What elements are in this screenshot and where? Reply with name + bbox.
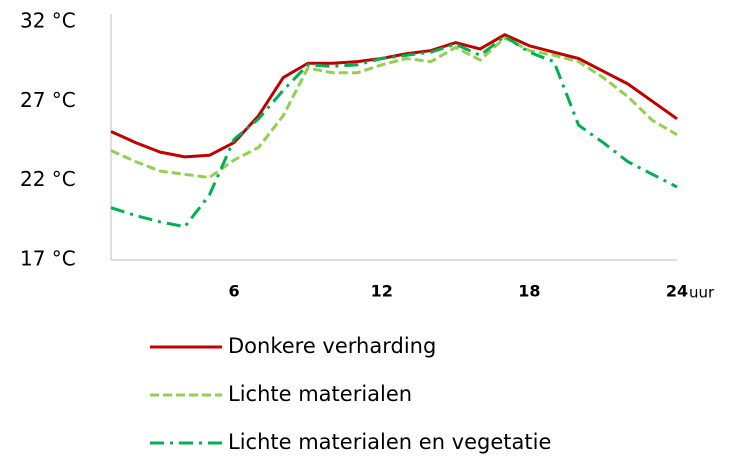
legend-label: Donkere verharding xyxy=(228,334,436,358)
legend-label: Lichte materialen en vegetatie xyxy=(228,430,551,454)
y-tick-label: 32 °C xyxy=(20,9,76,33)
legend-label: Lichte materialen xyxy=(228,382,412,406)
x-tick-label: 24 xyxy=(666,282,688,301)
series-line xyxy=(110,36,678,179)
series-line xyxy=(110,33,678,159)
y-tick-label: 27 °C xyxy=(20,88,76,112)
y-tick-label: 17 °C xyxy=(20,247,76,271)
y-tick-label: 22 °C xyxy=(20,167,76,191)
series-line xyxy=(110,34,678,229)
x-tick-label: 6 xyxy=(228,282,239,301)
x-tick-label: 12 xyxy=(371,282,393,301)
x-tick-label: 18 xyxy=(518,282,540,301)
x-unit: uur xyxy=(689,284,715,302)
